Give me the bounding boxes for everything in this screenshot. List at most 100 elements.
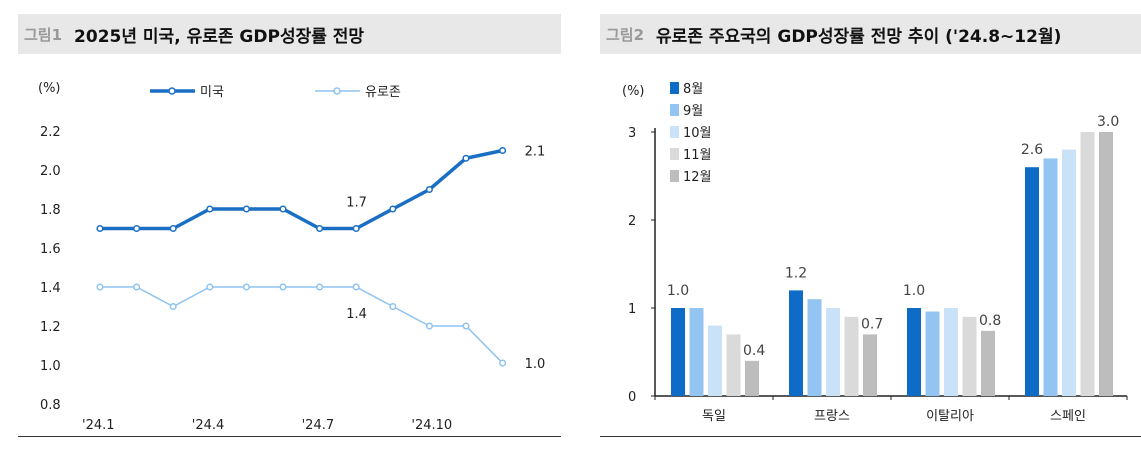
chart1-point [96, 283, 104, 291]
chart2-bar [807, 299, 822, 396]
chart2-y-tick-label: 0 [628, 390, 636, 405]
chart2-legend-label: 12월 [683, 170, 712, 185]
chart1-data-label: 2.1 [525, 145, 546, 160]
chart1-data-label: 1.0 [525, 357, 546, 372]
chart2-bar [1025, 167, 1039, 396]
chart1-x-tick-label: '24.4 [192, 418, 225, 433]
chart2-bar [1043, 158, 1058, 396]
chart2-legend-label: 11월 [683, 148, 712, 163]
chart1-point [499, 146, 507, 155]
chart2-bar [745, 360, 759, 396]
chart1-legend-marker [168, 87, 176, 95]
chart2-bar [1099, 132, 1113, 396]
chart2-y-tick-label: 2 [628, 214, 636, 229]
chart2-data-label: 1.2 [785, 265, 807, 281]
chart1-point [279, 283, 287, 291]
chart1-point [425, 322, 433, 330]
chart2-bar [708, 325, 722, 396]
chart2-data-label: 0.7 [861, 316, 883, 332]
chart2-figure-label: 그림2 [606, 25, 645, 44]
chart2-bar [689, 308, 704, 396]
chart2-bar [789, 290, 803, 396]
chart1-point [389, 302, 397, 311]
chart1-point [206, 205, 214, 213]
chart2-bar [726, 334, 741, 396]
chart1-y-tick-label: 2.0 [40, 164, 61, 179]
chart1-figure-label: 그림1 [24, 25, 63, 44]
chart2-y-tick-label: 3 [628, 126, 636, 141]
chart1-y-tick-label: 1.2 [40, 320, 61, 335]
chart2-bottom-rule [600, 436, 1141, 437]
chart2-bar [944, 308, 958, 396]
chart1-legend-label: 미국 [200, 85, 224, 100]
chart2-bar [1062, 149, 1076, 396]
chart2-bar [981, 330, 995, 396]
chart2-legend-swatch [670, 104, 679, 116]
chart2-data-label: 2.6 [1021, 142, 1043, 158]
chart2-legend-label: 8월 [683, 82, 703, 97]
chart1-point [169, 302, 177, 311]
chart2-legend-label: 9월 [683, 104, 703, 119]
chart2-bar [925, 311, 940, 396]
chart2-legend-swatch [670, 170, 679, 182]
chart1-title-bar: 그림1 2025년 미국, 유로존 GDP성장률 전망 [18, 14, 561, 54]
chart2-bar [962, 316, 977, 396]
chart1-point [242, 205, 250, 213]
chart1-data-label: 1.4 [346, 307, 367, 322]
chart1-series-line-1 [100, 286, 504, 364]
chart1-point [206, 283, 214, 291]
chart2-title-bar: 그림2 유로존 주요국의 GDP성장률 전망 추이 ('24.8~12월) [600, 14, 1141, 54]
chart1-point [499, 359, 507, 367]
chart1-point [425, 185, 433, 194]
chart1-point [133, 224, 141, 233]
chart1-bottom-rule [18, 436, 561, 437]
chart1-point [316, 283, 324, 291]
chart1-y-tick-label: 0.8 [40, 398, 61, 413]
chart2-category-label: 이탈리아 [926, 409, 974, 424]
chart1-y-tick-label: 1.4 [40, 281, 61, 296]
chart1-point [133, 283, 141, 291]
chart1-legend-marker [333, 87, 341, 95]
chart2-data-label: 1.0 [903, 283, 925, 299]
chart2-category-label: 프랑스 [814, 409, 850, 424]
chart2-legend-label: 10월 [683, 126, 712, 141]
chart2-legend-swatch [670, 148, 679, 160]
chart1-x-tick-label: '24.10 [411, 418, 452, 433]
chart2-bar [844, 316, 859, 396]
chart1-point [279, 205, 287, 213]
chart2-data-label: 1.0 [667, 283, 689, 299]
chart2-y-tick-label: 1 [628, 302, 636, 317]
chart2-y-unit: (%) [622, 84, 645, 99]
chart2-data-label: 0.8 [979, 313, 1001, 329]
chart2-data-label: 0.4 [743, 343, 765, 359]
chart2-bar [671, 308, 685, 396]
chart1-point [96, 224, 104, 233]
chart1-point [316, 224, 324, 233]
chart1-point [352, 224, 360, 233]
chart1-point [462, 154, 470, 162]
chart2-data-label: 3.0 [1097, 114, 1119, 130]
chart2-bar [1080, 132, 1095, 396]
chart1-x-tick-label: '24.7 [302, 418, 335, 433]
chart1-data-label: 1.7 [346, 196, 367, 211]
chart1-point [352, 283, 360, 291]
chart2-category-label: 스페인 [1050, 409, 1086, 424]
chart1-point [242, 283, 250, 291]
chart1-y-tick-label: 1.0 [40, 359, 61, 374]
chart1-y-tick-label: 2.2 [40, 125, 61, 140]
chart1-point [389, 205, 397, 213]
chart2-legend-swatch [670, 82, 679, 94]
chart1-y-tick-label: 1.6 [40, 242, 61, 257]
chart1-title: 2025년 미국, 유로존 GDP성장률 전망 [74, 26, 365, 47]
chart1-point [462, 322, 470, 330]
chart2-bar [863, 334, 877, 396]
chart1-point [169, 224, 177, 233]
chart1-legend-label: 유로존 [365, 85, 401, 100]
chart1-x-tick-label: '24.1 [82, 418, 115, 433]
chart2-category-label: 독일 [702, 409, 726, 424]
chart2-legend-swatch [670, 126, 679, 138]
chart2-bar [907, 308, 921, 396]
chart1-series-line-0 [100, 148, 503, 231]
